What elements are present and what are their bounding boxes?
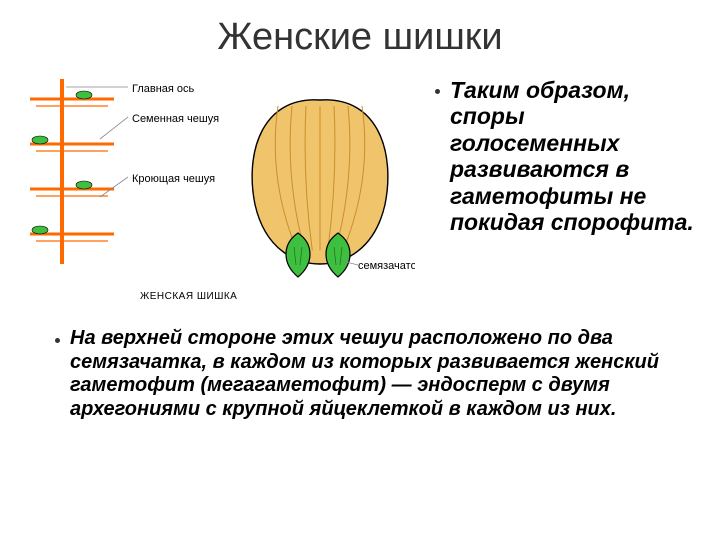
right-bullet: Таким образом, споры голосеменных развив… — [435, 77, 700, 236]
svg-text:Кроющая чешуя: Кроющая чешуя — [132, 173, 215, 185]
right-text-block: Таким образом, споры голосеменных развив… — [425, 69, 700, 309]
cone-diagram: Главная ось Семенная чешуя Кроющая чешуя се… — [20, 69, 415, 309]
right-bullet-text: Таким образом, споры голосеменных развив… — [450, 77, 700, 236]
lower-bullet-text: На верхней стороне этих чешуи расположен… — [70, 327, 690, 421]
svg-text:семязачаток: семязачаток — [358, 260, 415, 272]
page-title: Женские шишки — [0, 0, 720, 69]
lower-text-block: На верхней стороне этих чешуи расположен… — [0, 309, 720, 421]
bullet-icon — [55, 338, 60, 343]
upper-row: Главная ось Семенная чешуя Кроющая чешуя се… — [0, 69, 720, 309]
diagram-caption: ЖЕНСКАЯ ШИШКА — [140, 291, 237, 302]
diagram-svg: Главная ось Семенная чешуя Кроющая чешуя се… — [20, 69, 415, 289]
svg-text:Семенная чешуя: Семенная чешуя — [132, 113, 219, 125]
lower-bullet: На верхней стороне этих чешуи расположен… — [55, 327, 690, 421]
svg-text:Главная ось: Главная ось — [132, 83, 195, 95]
bullet-icon — [435, 89, 440, 94]
